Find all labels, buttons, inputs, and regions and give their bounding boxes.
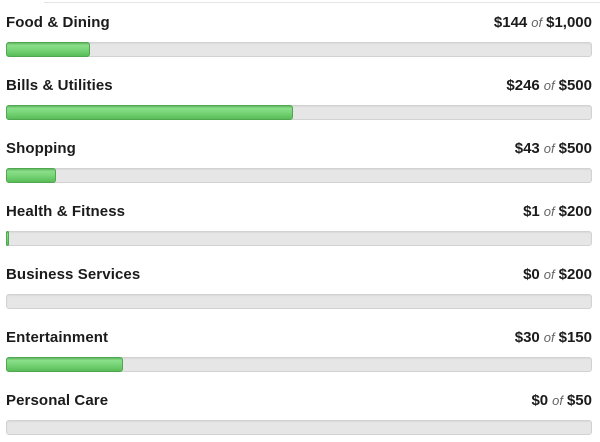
amount-text: $246 of $500	[506, 76, 592, 95]
budget-row[interactable]: Health & Fitness $1 of $200	[0, 189, 600, 252]
amount-text: $1 of $200	[523, 202, 592, 221]
budget-row-header: Shopping $43 of $500	[6, 139, 592, 158]
progress-fill	[6, 105, 294, 120]
progress-track	[6, 105, 592, 120]
budget-row[interactable]: Shopping $43 of $500	[0, 126, 600, 189]
budget-row-header: Health & Fitness $1 of $200	[6, 202, 592, 221]
budget-row-header: Entertainment $30 of $150	[6, 328, 592, 347]
of-word: of	[531, 15, 543, 30]
amount-text: $0 of $200	[523, 265, 592, 284]
category-label: Bills & Utilities	[6, 77, 113, 94]
progress-fill	[6, 42, 91, 57]
progress-track	[6, 294, 592, 309]
budget-row-header: Business Services $0 of $200	[6, 265, 592, 284]
category-label: Food & Dining	[6, 14, 110, 31]
budget-amount: $50	[566, 392, 592, 409]
of-word: of	[543, 330, 555, 345]
progress-track	[6, 420, 592, 435]
budget-amount: $500	[558, 77, 592, 94]
budget-row[interactable]: Business Services $0 of $200	[0, 252, 600, 315]
spent-amount: $144	[493, 14, 528, 31]
spent-amount: $30	[514, 329, 540, 346]
budget-amount: $200	[558, 203, 592, 220]
category-label: Personal Care	[6, 392, 109, 409]
spent-amount: $0	[531, 392, 549, 409]
budget-amount: $200	[558, 266, 592, 283]
amount-text: $43 of $500	[515, 139, 592, 158]
budget-amount: $150	[558, 329, 592, 346]
amount-text: $30 of $150	[515, 328, 592, 347]
progress-track	[6, 42, 592, 57]
category-label: Business Services	[6, 266, 141, 283]
of-word: of	[552, 393, 563, 408]
of-word: of	[543, 267, 555, 282]
spent-amount: $1	[523, 203, 540, 220]
progress-track	[6, 231, 592, 246]
budget-row[interactable]: Food & Dining $144 of $1,000	[0, 0, 600, 63]
of-word: of	[543, 78, 555, 93]
progress-fill	[6, 231, 9, 246]
of-word: of	[543, 141, 555, 156]
budget-row[interactable]: Entertainment $30 of $150	[0, 315, 600, 378]
budget-row[interactable]: Bills & Utilities $246 of $500	[0, 63, 600, 126]
spent-amount: $43	[514, 140, 540, 157]
budget-row[interactable]: Personal Care $0 of $50	[0, 378, 600, 441]
spent-amount: $246	[506, 77, 540, 94]
amount-text: $0 of $50	[531, 391, 592, 410]
budget-row-header: Personal Care $0 of $50	[6, 391, 592, 410]
budget-row-header: Food & Dining $144 of $1,000	[6, 13, 592, 32]
progress-track	[6, 357, 592, 372]
category-label: Shopping	[6, 140, 76, 157]
budget-amount: $1,000	[546, 14, 592, 31]
category-label: Entertainment	[6, 329, 109, 346]
progress-fill	[6, 357, 123, 372]
category-label: Health & Fitness	[6, 203, 126, 220]
progress-track	[6, 168, 592, 183]
budget-amount: $500	[558, 140, 592, 157]
budget-row-header: Bills & Utilities $246 of $500	[6, 76, 592, 95]
spent-amount: $0	[523, 266, 540, 283]
of-word: of	[543, 204, 555, 219]
amount-text: $144 of $1,000	[494, 13, 592, 32]
progress-fill	[6, 168, 57, 183]
top-separator-line	[44, 2, 600, 3]
